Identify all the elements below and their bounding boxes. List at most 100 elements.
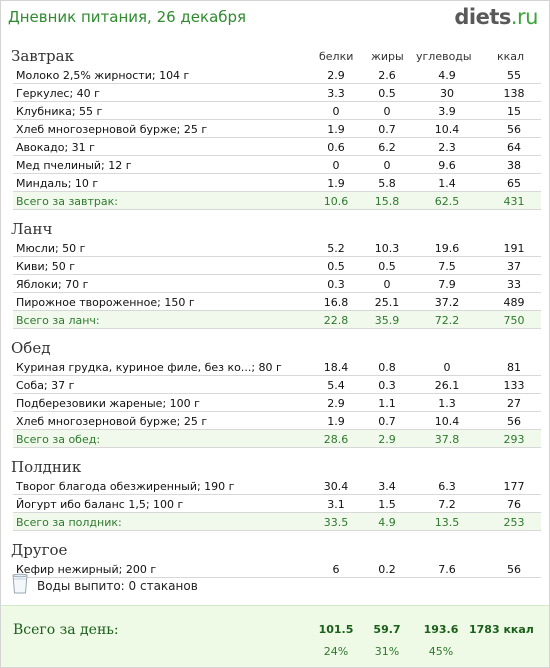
total-label: Всего за завтрак: xyxy=(16,195,119,208)
food-name: Клубника; 55 г xyxy=(16,105,103,118)
carbs-value: 72.2 xyxy=(434,314,460,327)
protein-value: 22.8 xyxy=(323,314,349,327)
kcal-value: 76 xyxy=(507,498,521,511)
food-row[interactable]: Яблоки; 70 г 0.3 0 7.9 33 xyxy=(13,275,541,293)
fat-value: 3.4 xyxy=(378,480,396,493)
food-name: Геркулес; 40 г xyxy=(16,87,100,100)
food-name: Подберезовики жареные; 100 г xyxy=(16,397,200,410)
section-title: Полдник xyxy=(11,458,82,476)
fat-value: 2.6 xyxy=(378,69,396,82)
food-row[interactable]: Творог благода обезжиренный; 190 г 30.4 3.… xyxy=(13,477,541,495)
food-name: Киви; 50 г xyxy=(16,260,76,273)
kcal-value: 750 xyxy=(503,314,525,327)
daily-carbs-percent: 45% xyxy=(428,645,454,658)
kcal-value: 15 xyxy=(507,105,521,118)
kcal-value: 253 xyxy=(503,516,525,529)
food-row[interactable]: Авокадо; 31 г 0.6 6.2 2.3 64 xyxy=(13,138,541,156)
kcal-value: 55 xyxy=(507,69,521,82)
fat-value: 0.5 xyxy=(378,87,396,100)
carbs-value: 6.3 xyxy=(438,480,456,493)
fat-value: 0.7 xyxy=(378,415,396,428)
fat-value: 25.1 xyxy=(374,296,400,309)
carbs-value: 10.4 xyxy=(434,123,460,136)
daily-total: Всего за день: 101.5 59.7 193.6 1783 кка… xyxy=(1,605,549,667)
food-name: Соба; 37 г xyxy=(16,379,75,392)
protein-value: 0 xyxy=(332,159,340,172)
kcal-value: 177 xyxy=(503,480,525,493)
food-row[interactable]: Кефир нежирный; 200 г 6 0.2 7.6 56 xyxy=(13,560,541,578)
carbs-value: 3.9 xyxy=(438,105,456,118)
fat-value: 2.9 xyxy=(378,433,396,446)
section-total-row: Всего за ланч: 22.8 35.9 72.2 750 xyxy=(13,311,541,329)
food-name: Мед пчелиный; 12 г xyxy=(16,159,132,172)
food-row[interactable]: Подберезовики жареные; 100 г 2.9 1.1 1.3 27 xyxy=(13,394,541,412)
protein-value: 3.3 xyxy=(327,87,345,100)
food-row[interactable]: Хлеб многозерновой бурже; 25 г 1.9 0.7 10.4… xyxy=(13,120,541,138)
kcal-value: 64 xyxy=(507,141,521,154)
section-title: Другое xyxy=(11,541,68,559)
kcal-value: 56 xyxy=(507,123,521,136)
fat-value: 0 xyxy=(383,105,391,118)
section-gap xyxy=(1,210,549,217)
section-total-row: Всего за полдник: 33.5 4.9 13.5 253 xyxy=(13,513,541,531)
kcal-value: 81 xyxy=(507,361,521,374)
fat-value: 0.2 xyxy=(378,563,396,576)
protein-value: 6 xyxy=(332,563,340,576)
food-name: Кефир нежирный; 200 г xyxy=(16,563,157,576)
column-header-carbs: углеводы xyxy=(416,50,472,63)
food-row[interactable]: Хлеб многозерновой бурже; 25 г 1.9 0.7 10.4… xyxy=(13,412,541,430)
food-row[interactable]: Куриная грудка, куриное филе, без ко...;… xyxy=(13,358,541,376)
food-row[interactable]: Молоко 2,5% жирности; 104 г 2.9 2.6 4.9 55 xyxy=(13,66,541,84)
section-title: Ланч xyxy=(11,220,53,238)
carbs-value: 62.5 xyxy=(434,195,460,208)
food-name: Яблоки; 70 г xyxy=(16,278,89,291)
glass-icon[interactable] xyxy=(11,573,29,595)
total-label: Всего за полдник: xyxy=(16,516,122,529)
food-row[interactable]: Миндаль; 10 г 1.9 5.8 1.4 65 xyxy=(13,174,541,192)
food-row[interactable]: Мед пчелиный; 12 г 0 0 9.6 38 xyxy=(13,156,541,174)
food-row[interactable]: Мюсли; 50 г 5.2 10.3 19.6 191 xyxy=(13,239,541,257)
protein-value: 30.4 xyxy=(323,480,349,493)
fat-value: 0 xyxy=(383,159,391,172)
protein-value: 18.4 xyxy=(323,361,349,374)
kcal-value: 133 xyxy=(503,379,525,392)
food-row[interactable]: Соба; 37 г 5.4 0.3 26.1 133 xyxy=(13,376,541,394)
section-header: Полдник xyxy=(1,455,549,477)
protein-value: 2.9 xyxy=(327,397,345,410)
site-logo[interactable]: diets.ru xyxy=(454,5,538,29)
fat-value: 0.3 xyxy=(378,379,396,392)
food-row[interactable]: Клубника; 55 г 0 0 3.9 15 xyxy=(13,102,541,120)
section-total-row: Всего за обед: 28.6 2.9 37.8 293 xyxy=(13,430,541,448)
kcal-value: 37 xyxy=(507,260,521,273)
daily-kcal: 1783 ккал xyxy=(469,623,534,636)
column-header-fat: жиры xyxy=(371,50,404,63)
protein-value: 0 xyxy=(332,105,340,118)
fat-value: 35.9 xyxy=(374,314,400,327)
food-name: Молоко 2,5% жирности; 104 г xyxy=(16,69,190,82)
food-row[interactable]: Киви; 50 г 0.5 0.5 7.5 37 xyxy=(13,257,541,275)
total-label: Всего за обед: xyxy=(16,433,101,446)
page-title: Дневник питания, 26 декабря xyxy=(8,8,247,26)
section-gap xyxy=(1,448,549,455)
food-name: Миндаль; 10 г xyxy=(16,177,99,190)
fat-value: 4.9 xyxy=(378,516,396,529)
kcal-value: 56 xyxy=(507,415,521,428)
column-header-kcal: ккал xyxy=(497,50,525,63)
food-name: Пирожное твороженное; 150 г xyxy=(16,296,195,309)
kcal-value: 293 xyxy=(503,433,525,446)
carbs-value: 7.2 xyxy=(438,498,456,511)
protein-value: 2.9 xyxy=(327,69,345,82)
daily-total-title: Всего за день: xyxy=(13,622,119,638)
water-label: Воды выпито: 0 стаканов xyxy=(37,579,198,593)
page-header: Дневник питания, 26 декабря diets.ru xyxy=(1,1,549,34)
food-row[interactable]: Геркулес; 40 г 3.3 0.5 30 138 xyxy=(13,84,541,102)
carbs-value: 26.1 xyxy=(434,379,460,392)
food-name: Хлеб многозерновой бурже; 25 г xyxy=(16,123,208,136)
kcal-value: 138 xyxy=(503,87,525,100)
kcal-value: 431 xyxy=(503,195,525,208)
food-row[interactable]: Пирожное твороженное; 150 г 16.8 25.1 37.2 4… xyxy=(13,293,541,311)
food-row[interactable]: Йогурт ибо баланс 1,5; 100 г 3.1 1.5 7.2 76 xyxy=(13,495,541,513)
fat-value: 10.3 xyxy=(374,242,400,255)
section-header: Другое xyxy=(1,538,549,560)
fat-value: 15.8 xyxy=(374,195,400,208)
